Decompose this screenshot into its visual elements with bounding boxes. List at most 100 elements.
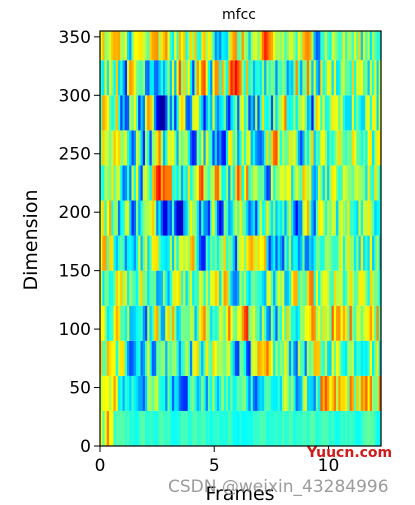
heatmap-cell [342,60,346,96]
heatmap-cell [367,375,371,411]
heatmap-cell [138,270,142,306]
heatmap-cell [331,305,335,341]
heatmap-cell [142,165,146,201]
heatmap-cell [214,305,218,341]
heatmap-cell [158,270,162,306]
heatmap-cell [241,340,245,376]
heatmap-cell [196,410,200,446]
heatmap-cell [351,375,355,411]
heatmap-cell [302,410,306,446]
heatmap-cell [257,305,261,341]
heatmap-cell [210,340,213,376]
heatmap-cell [309,235,312,271]
heatmap-cell [174,95,178,131]
heatmap-cell [327,410,330,446]
heatmap-cell [124,305,128,341]
heatmap-cell [347,165,351,201]
heatmap-cell [212,410,216,446]
heatmap-cell [376,375,380,411]
heatmap-cell [246,235,249,271]
heatmap-cell [237,95,240,131]
heatmap-cell [266,305,270,341]
heatmap-cell [221,165,225,201]
heatmap-cell [324,31,328,61]
heatmap-cell [266,165,270,201]
heatmap-cell [277,375,281,411]
heatmap-cell [153,235,157,271]
heatmap-cell [212,200,216,236]
heatmap-cell [268,375,272,411]
heatmap-cell [300,235,303,271]
plot-frame [99,30,382,447]
heatmap-cell [342,305,346,341]
heatmap-cell [313,235,317,271]
heatmap-cell [318,95,321,131]
heatmap-cell [358,200,362,236]
heatmap-cell [174,340,178,376]
heatmap-cell [158,200,162,236]
heatmap-cell [111,340,115,376]
heatmap-cell [135,60,139,96]
heatmap-cell [228,375,231,411]
heatmap-cell [309,340,312,376]
heatmap-cell [318,235,321,271]
heatmap-cell [102,340,106,376]
heatmap-cell [126,410,130,446]
heatmap-cell [194,165,198,201]
chart-title: mfcc [222,7,256,23]
heatmap-cell [219,60,222,96]
heatmap-cell [322,305,326,341]
heatmap-cell [219,305,222,341]
heatmap-cell [167,95,171,131]
heatmap-cell [162,60,166,96]
heatmap-cell [207,130,211,166]
heatmap-cell [167,410,171,446]
heatmap-cell [250,235,254,271]
heatmap-cell [144,200,148,236]
heatmap-cell [126,165,130,201]
heatmap-cell [196,31,200,61]
heatmap-cell [327,340,330,376]
heatmap-cell [207,31,211,61]
y-axis-label: Dimension [20,190,42,291]
heatmap-cell [320,235,324,271]
heatmap-cell [277,235,281,271]
heatmap-cell [126,375,130,411]
heatmap-cell [160,340,164,376]
y-tick-label: 300 [59,86,91,106]
heatmap-cell [372,270,375,306]
heatmap-cell [329,305,333,341]
heatmap-cell [165,31,169,61]
heatmap-cell [273,410,276,446]
heatmap-cell [248,410,252,446]
heatmap-cell [140,410,144,446]
heatmap-cell [140,95,144,131]
heatmap-cell [340,305,344,341]
heatmap-cell [291,340,294,376]
heatmap-cell [367,235,371,271]
heatmap-cell [349,31,353,61]
heatmap-cell [340,31,344,61]
heatmap-cell [313,95,317,131]
heatmap-cell [171,165,175,201]
heatmap-cell [205,60,209,96]
heatmap-cell [156,95,160,131]
heatmap-cell [196,270,200,306]
heatmap-cell [279,200,283,236]
heatmap-cell [122,270,126,306]
heatmap-cell [230,410,234,446]
heatmap-cell [230,95,234,131]
heatmap-cell [212,375,216,411]
heatmap-cell [180,130,184,166]
heatmap-cell [237,60,240,96]
heatmap-cell [340,95,344,131]
heatmap-cell [378,95,382,131]
heatmap-cell [189,270,193,306]
x-ticks: 0 5 10 [95,446,339,476]
heatmap-cell [108,60,112,96]
heatmap-cell [165,410,169,446]
heatmap-cell [156,200,160,236]
heatmap-cell [158,130,162,166]
heatmap-cell [327,130,330,166]
heatmap-cell [284,235,288,271]
